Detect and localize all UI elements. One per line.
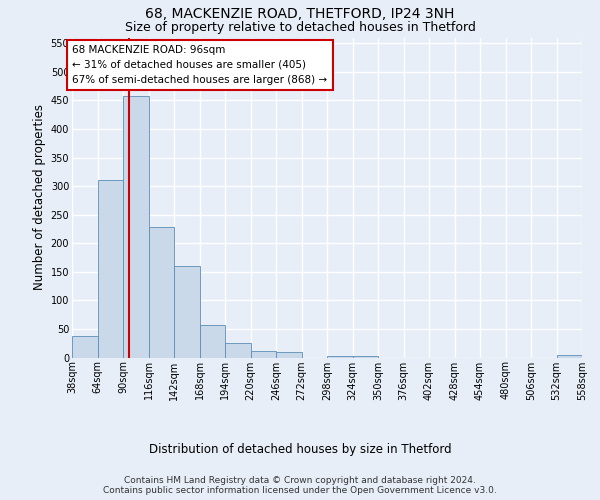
- Bar: [225, 343, 251, 357]
- Text: Contains public sector information licensed under the Open Government Licence v3: Contains public sector information licen…: [103, 486, 497, 495]
- Bar: [72, 336, 97, 357]
- Bar: [353, 356, 378, 358]
- Bar: [97, 180, 123, 358]
- Text: Distribution of detached houses by size in Thetford: Distribution of detached houses by size …: [149, 442, 451, 456]
- Bar: [123, 96, 149, 358]
- Y-axis label: Number of detached properties: Number of detached properties: [34, 104, 46, 290]
- Text: 68 MACKENZIE ROAD: 96sqm
← 31% of detached houses are smaller (405)
67% of semi-: 68 MACKENZIE ROAD: 96sqm ← 31% of detach…: [73, 45, 328, 84]
- Bar: [199, 325, 225, 358]
- Bar: [327, 356, 353, 358]
- Bar: [149, 227, 174, 358]
- Bar: [174, 266, 199, 358]
- Text: 68, MACKENZIE ROAD, THETFORD, IP24 3NH: 68, MACKENZIE ROAD, THETFORD, IP24 3NH: [145, 8, 455, 22]
- Bar: [276, 352, 302, 358]
- Text: Size of property relative to detached houses in Thetford: Size of property relative to detached ho…: [125, 21, 475, 34]
- Bar: [557, 354, 582, 358]
- Text: Contains HM Land Registry data © Crown copyright and database right 2024.: Contains HM Land Registry data © Crown c…: [124, 476, 476, 485]
- Bar: [251, 350, 276, 358]
